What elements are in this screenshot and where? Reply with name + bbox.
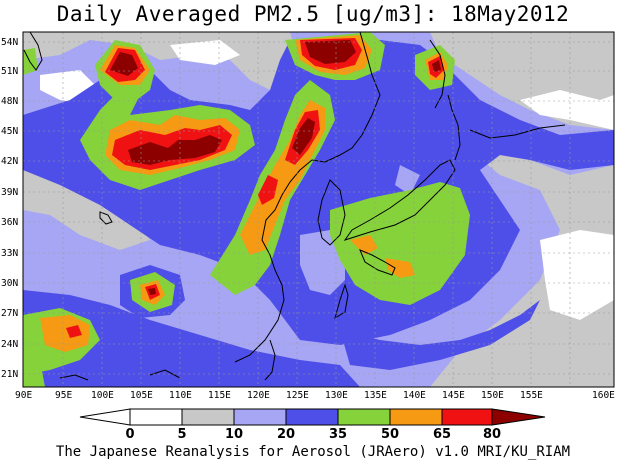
lon-label: 110E (169, 390, 192, 401)
lat-label: 39N (1, 187, 18, 198)
lat-labels: 54N 51N 48N 45N 42N 39N 36N 33N 30N 27N … (1, 37, 18, 380)
concentration-field (23, 32, 614, 387)
colorbar-level: 65 (433, 427, 451, 442)
colorbar-level: 35 (329, 427, 347, 442)
colorbar-swatch (129, 408, 183, 426)
lon-label: 125E (286, 390, 309, 401)
lat-label: 54N (1, 37, 18, 48)
lon-label: 155E (520, 390, 543, 401)
colorbar-swatch (337, 408, 391, 426)
colorbar-level: 10 (225, 427, 243, 442)
lat-label: 42N (1, 156, 18, 167)
colorbar-swatch (233, 408, 287, 426)
colorbar-swatch (285, 408, 339, 426)
map-title: Daily Averaged PM2.5 [ug/m3]: 18May2012 (56, 2, 570, 26)
colorbar-level: 5 (177, 427, 186, 442)
lat-label: 45N (1, 126, 18, 137)
colorbar-swatch (441, 408, 493, 426)
lon-label: 90E (15, 390, 32, 401)
lat-label: 51N (1, 66, 18, 77)
colorbar-swatch (389, 408, 443, 426)
lon-label: 95E (55, 390, 72, 401)
lon-label: 140E (403, 390, 426, 401)
credit-line: The Japanese Reanalysis for Aerosol (JRA… (55, 444, 571, 460)
lon-label: 150E (481, 390, 504, 401)
colorbar-level: 20 (277, 427, 295, 442)
colorbar-low-triangle (79, 408, 131, 426)
lon-label: 160E (592, 390, 615, 401)
lat-label: 48N (1, 96, 18, 107)
lon-label: 135E (364, 390, 387, 401)
colorbar-level: 50 (381, 427, 399, 442)
lat-label: 30N (1, 278, 18, 289)
lat-label: 24N (1, 339, 18, 350)
map-frame (22, 31, 615, 388)
grid-lines (23, 32, 614, 387)
lat-label: 36N (1, 217, 18, 228)
lat-label: 27N (1, 308, 18, 319)
colorbar: 0 5 10 20 35 50 65 80 (79, 408, 546, 442)
lon-label: 145E (442, 390, 465, 401)
lon-label: 120E (247, 390, 270, 401)
colorbar-level: 80 (483, 427, 501, 442)
lat-label: 33N (1, 248, 18, 259)
lon-label: 105E (130, 390, 153, 401)
lon-labels: 90E 95E 100E 105E 110E 115E 120E 125E 13… (15, 390, 615, 401)
lon-label: 100E (91, 390, 114, 401)
lon-label: 115E (208, 390, 231, 401)
colorbar-high-triangle (491, 408, 546, 426)
colorbar-level: 0 (125, 427, 134, 442)
lon-label: 130E (325, 390, 348, 401)
colorbar-swatch (181, 408, 235, 426)
lat-label: 21N (1, 369, 18, 380)
